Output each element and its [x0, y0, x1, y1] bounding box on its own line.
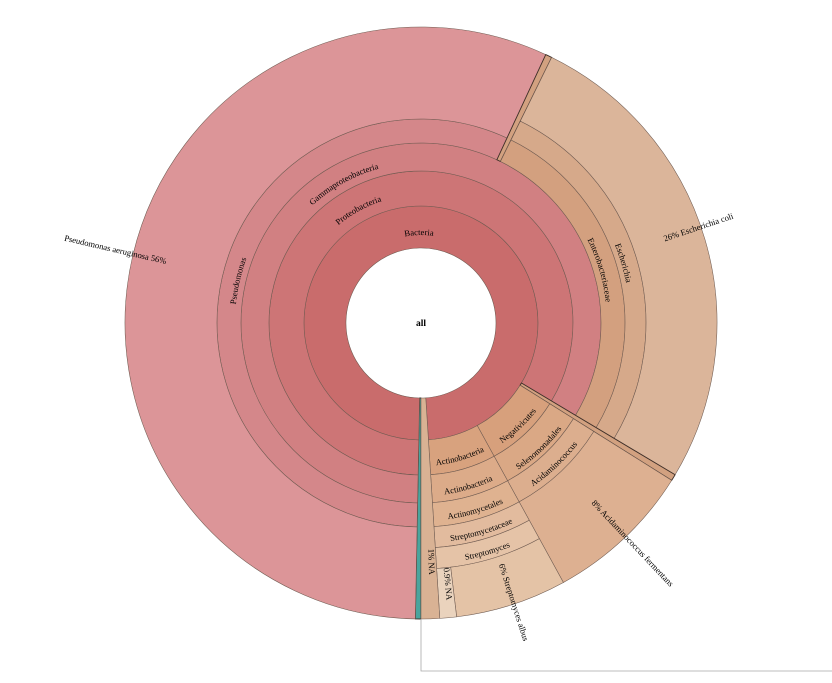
pseudomonas-aeruginosa-wedge[interactable] [124, 26, 547, 620]
escherichia-coli-wedge[interactable] [520, 57, 718, 476]
wedge-layer [124, 26, 718, 620]
ring-label: Bacteria [404, 227, 435, 238]
na-root-wedge[interactable] [420, 397, 441, 620]
center-label[interactable]: all [416, 319, 426, 329]
wedge-percent-label[interactable]: 1% NA [426, 549, 437, 576]
wedge-percent-label[interactable]: 0.9% NA [442, 567, 455, 601]
na-leader-line [420, 619, 832, 672]
leader-line-layer [420, 619, 832, 672]
